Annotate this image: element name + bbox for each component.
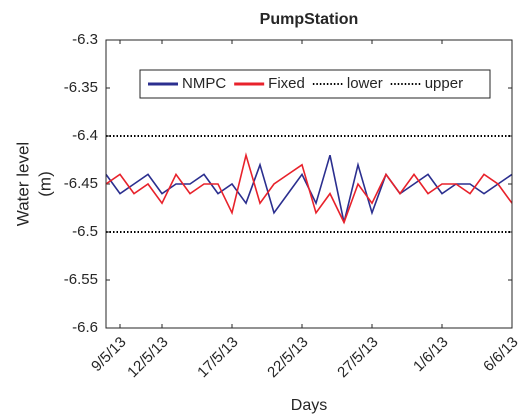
y-tick-label: -6.5 <box>72 223 98 240</box>
y-axis-label-line: (m) <box>35 171 54 196</box>
legend-label: Fixed <box>268 75 305 92</box>
plot-box <box>105 39 513 329</box>
y-tick-label: -6.3 <box>72 31 98 48</box>
legend-label: NMPC <box>182 75 226 92</box>
y-tick-label: -6.55 <box>64 271 98 288</box>
legend-label: upper <box>425 75 463 92</box>
legend-label: lower <box>347 75 383 92</box>
y-axis-label-line: Water level <box>13 142 32 226</box>
y-tick-label: -6.6 <box>72 319 98 336</box>
y-tick-label: -6.35 <box>64 79 98 96</box>
legend-box <box>139 69 491 99</box>
x-axis-label: Days <box>291 397 327 414</box>
y-tick-label: -6.45 <box>64 175 98 192</box>
y-axis-label: Water level (m) <box>13 142 54 226</box>
y-tick-label: -6.4 <box>72 127 98 144</box>
series-line <box>106 152 512 225</box>
chart-title: PumpStation <box>260 11 359 28</box>
